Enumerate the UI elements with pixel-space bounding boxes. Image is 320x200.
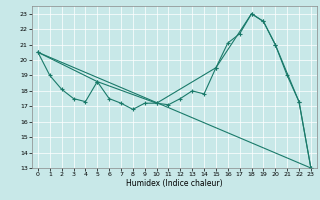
X-axis label: Humidex (Indice chaleur): Humidex (Indice chaleur) <box>126 179 223 188</box>
